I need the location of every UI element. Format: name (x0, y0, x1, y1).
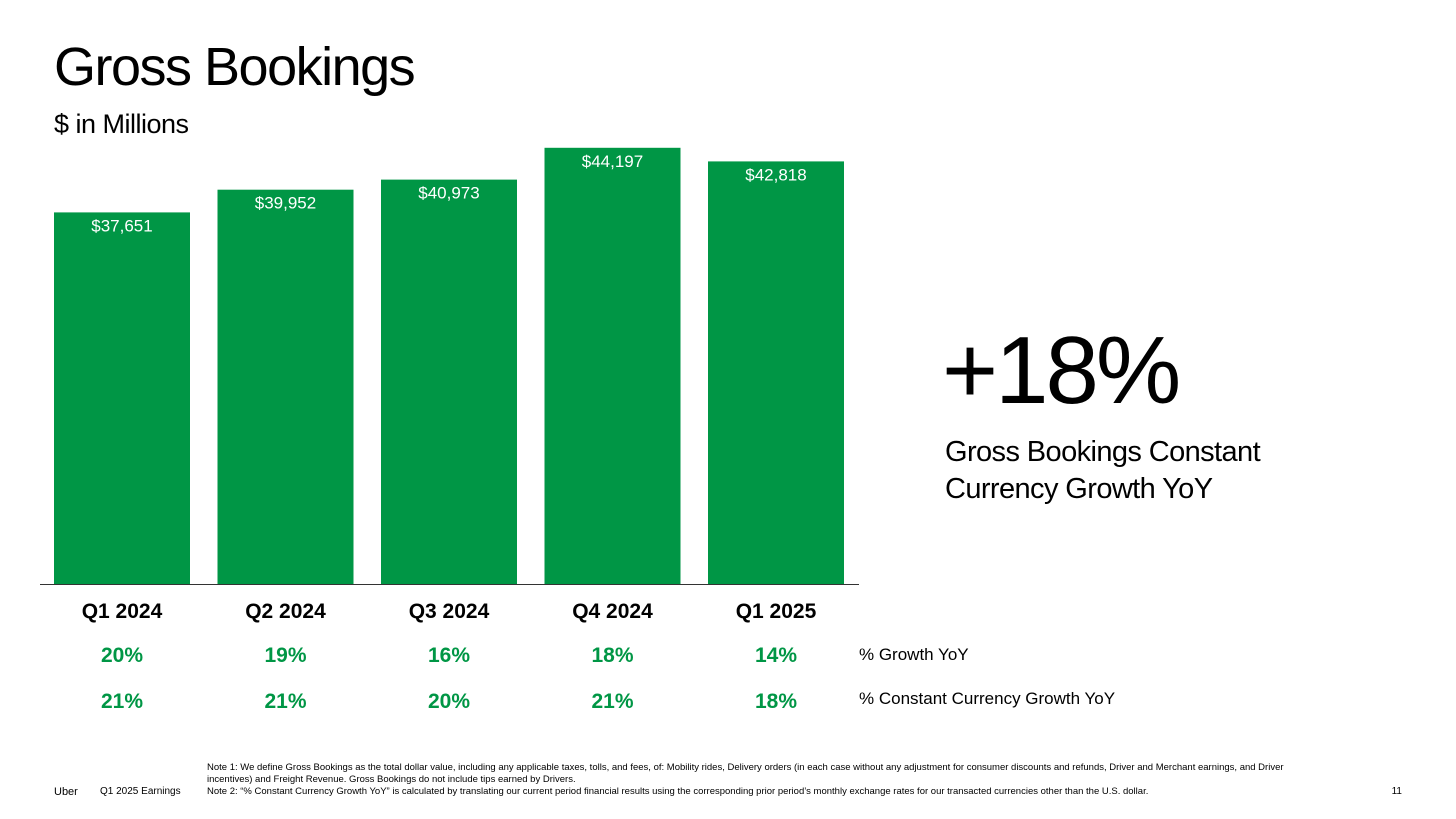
bar-value-label: $37,651 (91, 216, 152, 235)
bar (54, 212, 190, 584)
footer-note-1: Note 1: We define Gross Bookings as the … (207, 762, 1284, 785)
growth-value: 18% (591, 644, 633, 667)
footer-note-2: Note 2: “% Constant Currency Growth YoY”… (207, 786, 1149, 797)
growth-value: 18% (755, 690, 797, 713)
bar-value-label: $40,973 (418, 184, 479, 203)
kpi-caption: Gross Bookings Constant Currency Growth … (945, 436, 1261, 505)
x-tick-label: Q3 2024 (409, 600, 490, 623)
bar (708, 161, 844, 584)
growth-value: 20% (101, 644, 143, 667)
bar (544, 147, 681, 584)
bar (381, 179, 517, 584)
bar-value-label: $39,952 (255, 194, 316, 213)
x-tick-label: Q2 2024 (245, 600, 326, 623)
bar-value-label: $42,818 (745, 165, 806, 184)
page-number: 11 (1391, 786, 1402, 797)
page-subtitle: $ in Millions (54, 109, 189, 139)
footer-notes: Note 1: We define Gross Bookings as the … (207, 762, 1317, 798)
growth-value: 20% (428, 690, 470, 713)
x-tick-label: Q4 2024 (572, 600, 653, 623)
growth-value: 16% (428, 644, 470, 667)
x-tick-label: Q1 2025 (736, 600, 817, 623)
footer-brand: Uber (54, 786, 78, 798)
growth-value: 21% (101, 690, 143, 713)
constant-currency-row-label: % Constant Currency Growth YoY (859, 689, 1116, 708)
growth-row-label: % Growth YoY (859, 645, 969, 664)
kpi-value: +18% (942, 317, 1181, 424)
page-title: Gross Bookings (54, 37, 416, 97)
x-tick-label: Q1 2024 (82, 600, 163, 623)
growth-value: 21% (591, 690, 633, 713)
footer-event: Q1 2025 Earnings (100, 786, 181, 797)
growth-value: 21% (264, 690, 306, 713)
bar-value-label: $44,197 (582, 152, 643, 171)
growth-value: 19% (264, 644, 306, 667)
bar (217, 189, 354, 584)
growth-value: 14% (755, 644, 797, 667)
